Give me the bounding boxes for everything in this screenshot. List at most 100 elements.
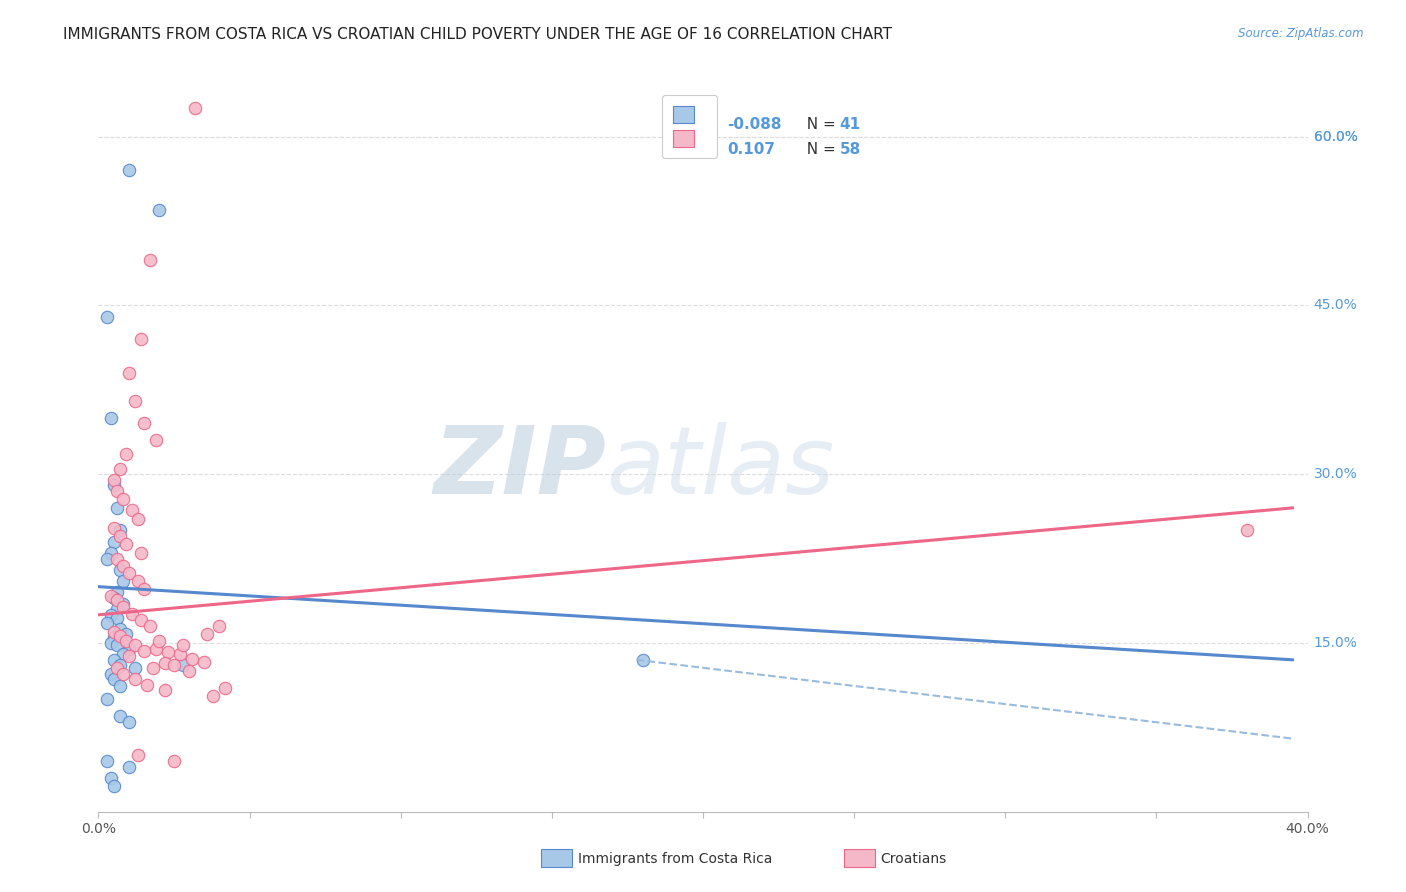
Point [156, 645, 179, 659]
Point [108, 524, 131, 538]
Point [96, 692, 118, 706]
Point [118, 566, 141, 581]
Text: 60.0%: 60.0% [1313, 129, 1358, 144]
Point [105, 585, 128, 599]
Point [96, 754, 118, 768]
Point [103, 653, 125, 667]
Point [108, 529, 131, 543]
Point [105, 551, 128, 566]
Point [124, 638, 146, 652]
Point [103, 534, 125, 549]
Point [139, 619, 162, 633]
Point [145, 434, 167, 448]
Point [100, 589, 122, 603]
Legend: , : , [662, 95, 717, 158]
Text: IMMIGRANTS FROM COSTA RICA VS CROATIAN CHILD POVERTY UNDER THE AGE OF 16 CORRELA: IMMIGRANTS FROM COSTA RICA VS CROATIAN C… [63, 27, 893, 42]
Point [108, 623, 131, 637]
Point [100, 667, 122, 681]
Text: R =: R = [685, 142, 718, 157]
Point [169, 647, 191, 661]
Point [163, 754, 186, 768]
Point [105, 638, 128, 652]
Point [181, 651, 204, 665]
Point [105, 611, 128, 625]
Point [132, 644, 155, 658]
Point [118, 714, 141, 729]
Point [111, 491, 134, 506]
Point [96, 615, 118, 630]
Point [114, 447, 136, 461]
Point [631, 653, 654, 667]
Text: R =: R = [685, 117, 718, 132]
Point [214, 681, 236, 695]
Point [105, 500, 128, 515]
Point [129, 614, 152, 628]
Point [127, 512, 149, 526]
Point [121, 503, 143, 517]
Point [111, 647, 134, 661]
Point [96, 551, 118, 566]
Point [108, 461, 131, 475]
Text: ZIP: ZIP [433, 422, 606, 514]
Point [105, 602, 128, 616]
Point [100, 771, 122, 785]
Point [100, 410, 122, 425]
Point [118, 163, 141, 178]
Point [153, 656, 176, 670]
Point [108, 679, 131, 693]
Point [118, 641, 141, 656]
Point [142, 661, 165, 675]
Point [103, 779, 125, 793]
Point [103, 521, 125, 535]
Point [108, 658, 131, 673]
Point [135, 677, 157, 691]
Point [111, 667, 134, 681]
Point [96, 310, 118, 324]
Point [105, 483, 128, 498]
Point [103, 478, 125, 492]
Point [105, 661, 128, 675]
Point [195, 627, 218, 641]
Point [129, 546, 152, 560]
Point [105, 593, 128, 607]
Point [129, 332, 152, 346]
Point [127, 574, 149, 588]
Point [208, 619, 231, 633]
Point [114, 537, 136, 551]
Point [145, 641, 167, 656]
Text: 60.0%: 60.0% [1313, 129, 1358, 144]
Point [114, 627, 136, 641]
Point [103, 630, 125, 644]
Text: 58: 58 [839, 142, 860, 157]
Text: 45.0%: 45.0% [1313, 298, 1357, 312]
Point [127, 748, 149, 763]
Point [179, 664, 201, 678]
Point [184, 102, 207, 116]
Text: 0.107: 0.107 [727, 142, 775, 157]
Point [132, 582, 155, 596]
Point [111, 559, 134, 574]
Text: 41: 41 [839, 117, 860, 132]
Point [172, 658, 194, 673]
Point [111, 574, 134, 588]
Point [132, 417, 155, 431]
Point [103, 591, 125, 605]
Point [108, 629, 131, 643]
Text: 30.0%: 30.0% [1313, 467, 1357, 481]
Point [193, 655, 215, 669]
Point [108, 563, 131, 577]
Point [124, 661, 146, 675]
Text: 15.0%: 15.0% [1313, 636, 1358, 650]
Point [1236, 524, 1258, 538]
Text: atlas: atlas [606, 423, 835, 514]
Point [148, 202, 170, 217]
Point [124, 394, 146, 409]
Point [100, 546, 122, 560]
Text: -0.088: -0.088 [727, 117, 782, 132]
Point [118, 760, 141, 774]
Text: Croatians: Croatians [880, 852, 946, 866]
Point [108, 709, 131, 723]
Point [139, 253, 162, 268]
Point [202, 689, 225, 703]
Text: Immigrants from Costa Rica: Immigrants from Costa Rica [578, 852, 772, 866]
